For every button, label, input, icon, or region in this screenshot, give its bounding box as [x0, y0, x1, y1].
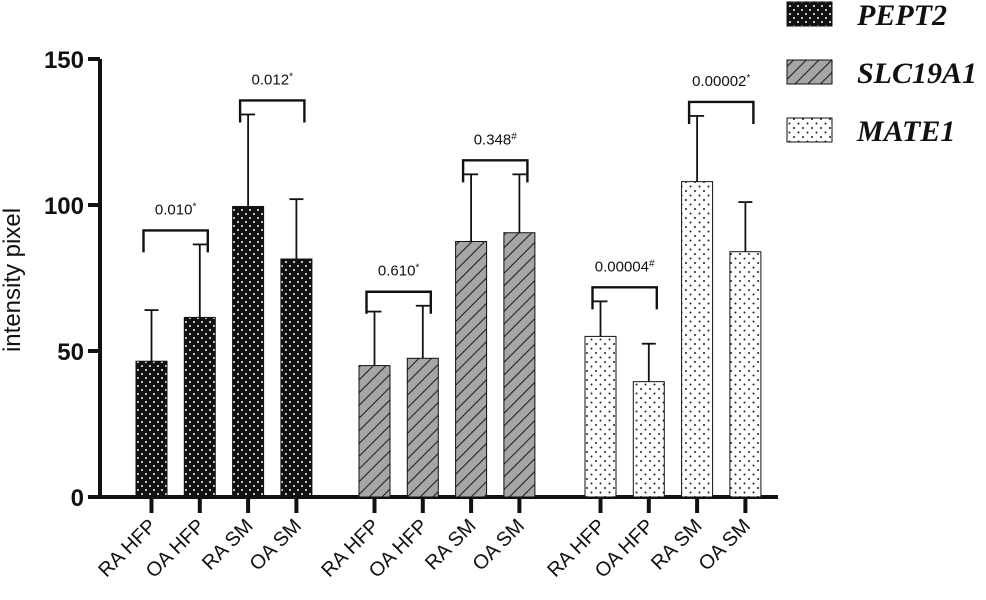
p-value-label: 0.348# — [474, 131, 518, 148]
bar — [455, 241, 488, 498]
x-tick-label: RA SM — [647, 515, 707, 575]
legend-label: PEPT2 — [856, 0, 947, 32]
y-tick-label: 50 — [57, 339, 84, 366]
y-axis-label: intensity pixel — [0, 208, 26, 352]
comparison-bracket — [591, 286, 658, 310]
legend-swatch — [786, 59, 833, 85]
comparison-brackets: 0.010* 0.012* 0.610* 0.348# 0.00004# 0.00002* — [142, 71, 755, 314]
p-value-label: 0.010* — [155, 201, 197, 218]
comparison-bracket — [142, 229, 210, 253]
error-bars — [144, 113, 753, 382]
p-value-label: 0.012* — [252, 71, 294, 88]
p-value-label: 0.00002* — [692, 73, 750, 90]
p-value-label: 0.610* — [378, 263, 420, 280]
legend-label: SLC19A1 — [857, 57, 977, 90]
bar — [681, 181, 714, 498]
bar — [280, 258, 313, 498]
x-tick-label: RA SM — [421, 515, 481, 575]
bars — [135, 181, 762, 498]
y-tick-label: 0 — [71, 485, 84, 512]
legend-swatch — [786, 117, 833, 143]
bar — [584, 335, 617, 498]
bar — [503, 232, 536, 498]
bar — [135, 360, 168, 498]
bar — [406, 357, 439, 498]
x-tick-label: OA SM — [695, 515, 755, 575]
bar — [232, 205, 265, 498]
x-tick-label: OA SM — [469, 515, 529, 575]
comparison-bracket — [365, 290, 432, 314]
y-tick-label: 150 — [44, 47, 84, 74]
bar — [358, 365, 391, 498]
p-value-label: 0.00004# — [595, 258, 655, 275]
legend-label: MATE1 — [856, 115, 955, 148]
x-tick-label: OA SM — [246, 515, 306, 575]
bar — [183, 316, 216, 498]
x-tick-label: RA SM — [198, 515, 258, 575]
legend-swatch — [786, 1, 833, 27]
legend: PEPT2 SLC19A1 MATE1 — [786, 0, 977, 148]
comparison-bracket — [687, 100, 755, 124]
bar — [729, 251, 762, 498]
comparison-bracket — [238, 99, 306, 123]
comparison-bracket — [461, 159, 529, 183]
bar — [632, 381, 665, 498]
y-tick-label: 100 — [44, 193, 84, 220]
